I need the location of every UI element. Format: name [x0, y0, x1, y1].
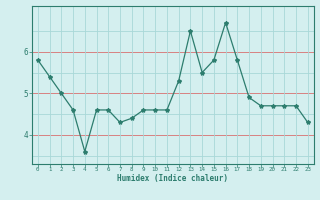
X-axis label: Humidex (Indice chaleur): Humidex (Indice chaleur)	[117, 174, 228, 183]
